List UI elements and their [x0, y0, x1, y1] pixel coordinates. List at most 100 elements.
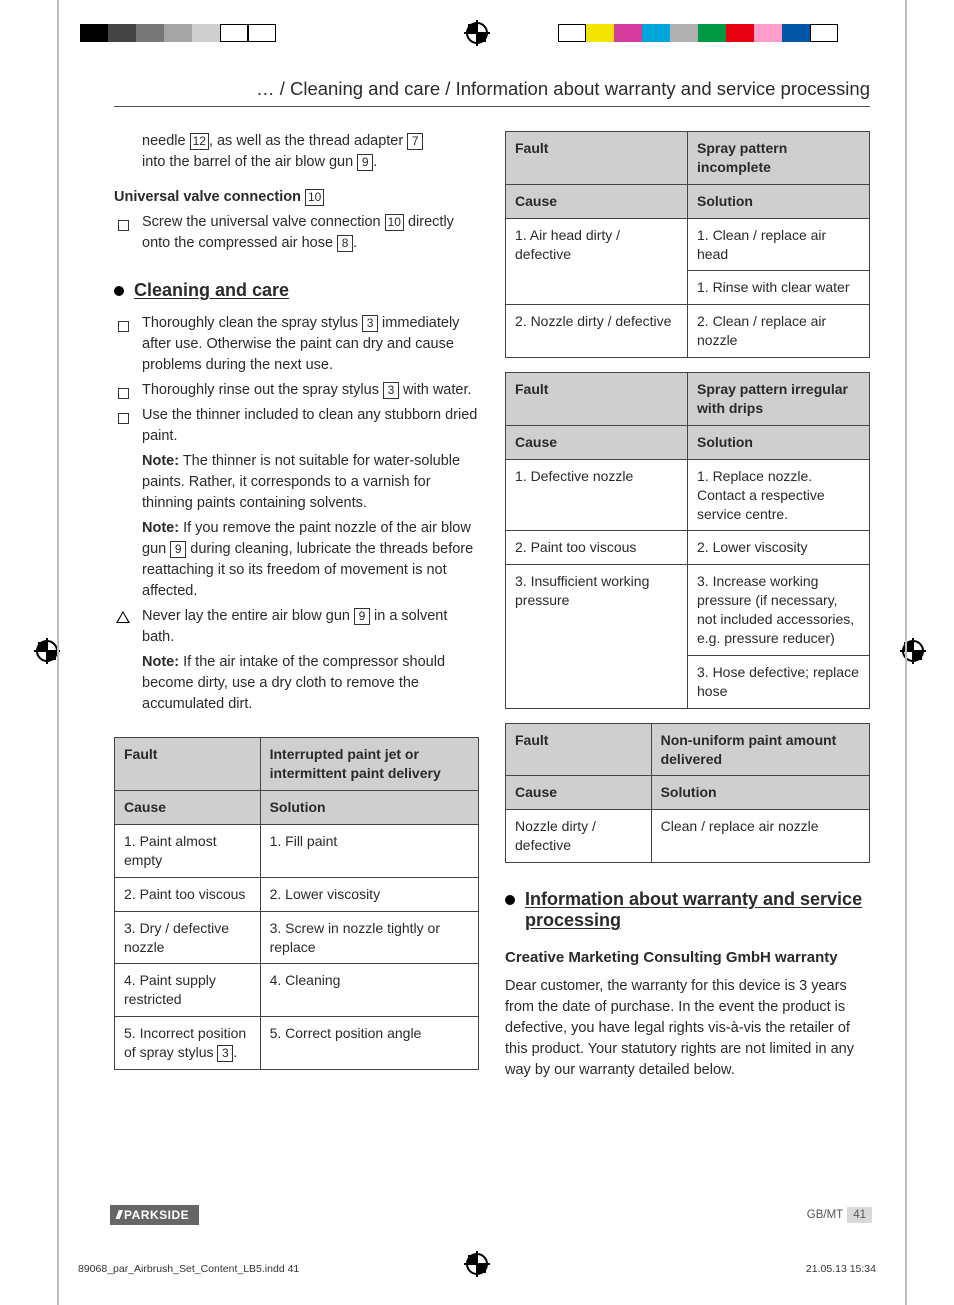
- reg-target-left: [36, 640, 58, 662]
- cause-cell: 1. Paint almost empty: [115, 825, 261, 878]
- ref-3b: 3: [383, 382, 399, 399]
- clean-step-1: Thoroughly clean the spray stylus 3 imme…: [114, 313, 479, 376]
- ref-9c: 9: [354, 608, 370, 625]
- intro-paragraph: needle 12, as well as the thread adapter…: [114, 131, 479, 173]
- file-name: 89068_par_Airbrush_Set_Content_LB5.indd …: [78, 1263, 299, 1275]
- cause-cell: 2. Nozzle dirty / defective: [506, 305, 688, 358]
- text: into the barrel of the air blow gun: [142, 154, 357, 170]
- warranty-subheading: Creative Marketing Consulting GmbH warra…: [505, 949, 870, 966]
- text: Thoroughly rinse out the spray stylus: [142, 382, 383, 398]
- th-cause: Cause: [115, 791, 261, 825]
- page-footer: ///PARKSIDE GB/MT41: [110, 1205, 872, 1225]
- text: during cleaning, lubricate the threads b…: [142, 541, 473, 599]
- th-solution: Solution: [688, 184, 870, 218]
- th-solution: Solution: [651, 776, 869, 810]
- region-code: GB/MT: [807, 1209, 843, 1221]
- fault-table-c: FaultNon-uniform paint amount delivered …: [505, 723, 870, 863]
- th-fault-desc: Spray pattern irregular with drips: [688, 373, 870, 426]
- ref-8: 8: [337, 235, 353, 252]
- solution-cell: 1. Rinse with clear water: [688, 271, 870, 305]
- checkbox-icon: [118, 321, 129, 332]
- cause-cell: 3. Dry / defective nozzle: [115, 911, 261, 964]
- text: Use the thinner included to clean any st…: [142, 407, 477, 444]
- ref-3: 3: [362, 315, 378, 332]
- table-row: 2. Paint too viscous2. Lower viscosity: [115, 877, 479, 911]
- table-row: 2. Paint too viscous2. Lower viscosity: [506, 531, 870, 565]
- text: needle: [142, 133, 190, 149]
- uvc-title: Universal valve connection: [114, 189, 301, 205]
- checkbox-icon: [118, 413, 129, 424]
- th-fault: Fault: [506, 132, 688, 185]
- ref-9b: 9: [170, 541, 186, 558]
- table-row: 1. Defective nozzle1. Replace nozzle. Co…: [506, 459, 870, 531]
- table-row: 5. Incorrect position of spray stylus 3.…: [115, 1017, 479, 1070]
- text: The thinner is not suitable for water-so…: [142, 453, 460, 511]
- note-label: Note:: [142, 453, 179, 469]
- uvc-step: Screw the universal valve connection 10 …: [114, 212, 479, 254]
- right-column: FaultSpray pattern incomplete CauseSolut…: [505, 131, 870, 1085]
- section-warranty: Information about warranty and service p…: [505, 889, 870, 931]
- note-1: Note: The thinner is not suitable for wa…: [114, 451, 479, 514]
- fault-table-a: FaultSpray pattern incomplete CauseSolut…: [505, 131, 870, 358]
- ref-10b: 10: [385, 214, 404, 231]
- text: Screw the universal valve connection: [142, 214, 385, 230]
- page-no: 41: [847, 1207, 872, 1223]
- ref-3c: 3: [217, 1045, 233, 1062]
- cause-cell: Nozzle dirty / defective: [506, 810, 652, 863]
- solution-cell: 2. Lower viscosity: [688, 531, 870, 565]
- ref-12: 12: [190, 133, 209, 150]
- page-number: GB/MT 41: [807, 1207, 872, 1223]
- th-fault-desc: Interrupted paint jet or intermittent pa…: [260, 738, 478, 791]
- crop-right: [905, 0, 907, 1305]
- solution-cell: 3. Increase working pressure (if necessa…: [688, 565, 870, 656]
- ref-9: 9: [357, 154, 373, 171]
- th-cause: Cause: [506, 425, 688, 459]
- th-cause: Cause: [506, 184, 688, 218]
- color-bar-left: [80, 24, 276, 42]
- cause-cell: 4. Paint supply restricted: [115, 964, 261, 1017]
- color-bar-right: [558, 24, 838, 42]
- cause-cell: 1. Air head dirty / defective: [506, 218, 688, 305]
- th-fault: Fault: [115, 738, 261, 791]
- note-2: Note: If you remove the paint nozzle of …: [114, 518, 479, 602]
- indesign-slug: 89068_par_Airbrush_Set_Content_LB5.indd …: [78, 1263, 876, 1275]
- text: , as well as the thread adapter: [209, 133, 407, 149]
- section-title: Information about warranty and service p…: [525, 889, 870, 931]
- clean-step-3: Use the thinner included to clean any st…: [114, 405, 479, 447]
- note-label: Note:: [142, 654, 179, 670]
- text: Never lay the entire air blow gun: [142, 608, 354, 624]
- section-cleaning: Cleaning and care: [114, 280, 479, 301]
- running-header: … / Cleaning and care / Information abou…: [114, 78, 870, 107]
- solution-cell: 5. Correct position angle: [260, 1017, 478, 1070]
- th-solution: Solution: [688, 425, 870, 459]
- th-cause: Cause: [506, 776, 652, 810]
- table-row: 1. Paint almost empty1. Fill paint: [115, 825, 479, 878]
- warning-line: Never lay the entire air blow gun 9 in a…: [114, 606, 479, 648]
- solution-cell: 2. Clean / replace air nozzle: [688, 305, 870, 358]
- solution-cell: 3. Hose defective; replace hose: [688, 655, 870, 708]
- cause-cell: 3. Insufficient working pressure: [506, 565, 688, 708]
- crop-left: [57, 0, 59, 1305]
- cause-cell: 2. Paint too viscous: [506, 531, 688, 565]
- fault-table-b: FaultSpray pattern irregular with drips …: [505, 372, 870, 709]
- left-column: needle 12, as well as the thread adapter…: [114, 131, 479, 1085]
- text: with water.: [399, 382, 472, 398]
- text: Thoroughly clean the spray stylus: [142, 315, 362, 331]
- table-row: 1. Air head dirty / defective1. Clean / …: [506, 218, 870, 271]
- timestamp: 21.05.13 15:34: [806, 1263, 876, 1275]
- checkbox-icon: [118, 388, 129, 399]
- clean-step-2: Thoroughly rinse out the spray stylus 3 …: [114, 380, 479, 401]
- cause-cell: 5. Incorrect position of spray stylus 3.: [115, 1017, 261, 1070]
- table-row: 2. Nozzle dirty / defective2. Clean / re…: [506, 305, 870, 358]
- solution-cell: 3. Screw in nozzle tightly or replace: [260, 911, 478, 964]
- solution-cell: 2. Lower viscosity: [260, 877, 478, 911]
- ref-10: 10: [305, 189, 324, 206]
- bullet-icon: [505, 895, 515, 905]
- checkbox-icon: [118, 220, 129, 231]
- cause-cell: 2. Paint too viscous: [115, 877, 261, 911]
- bullet-icon: [114, 286, 124, 296]
- text: .: [233, 1044, 237, 1060]
- table-row: 4. Paint supply restricted4. Cleaning: [115, 964, 479, 1017]
- solution-cell: 1. Replace nozzle. Contact a respective …: [688, 459, 870, 531]
- solution-cell: 1. Clean / replace air head: [688, 218, 870, 271]
